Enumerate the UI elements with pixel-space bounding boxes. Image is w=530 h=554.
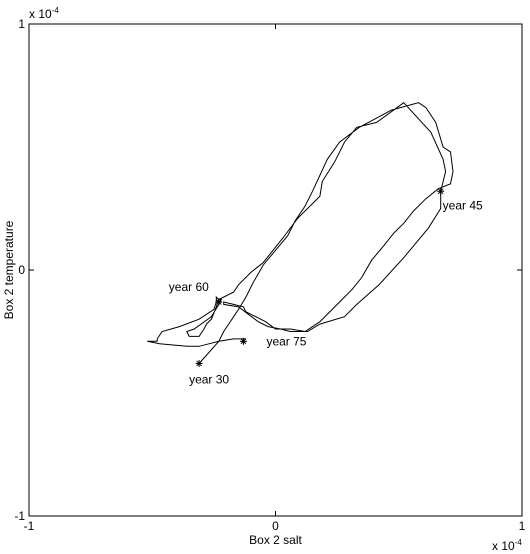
y-exponent-label: x 10-4 <box>29 6 59 21</box>
x-tick-label: 0 <box>272 519 279 533</box>
y-axis-label: Box 2 temperature <box>2 220 16 319</box>
series-line <box>147 102 454 364</box>
plot-area <box>28 23 523 517</box>
y-tick-label: -1 <box>14 509 25 523</box>
y-tick-label: 1 <box>18 17 25 31</box>
year-annotation: year 60 <box>169 280 209 294</box>
asterisk-marker-stroke <box>437 188 444 195</box>
y-tick-label: 0 <box>18 263 25 277</box>
year-annotation: year 30 <box>189 372 229 386</box>
asterisk-marker-stroke <box>216 299 222 305</box>
year-markers: year 30 year 45 year 60 year 75 <box>169 187 483 386</box>
asterisk-marker-stroke <box>240 338 247 345</box>
tick-labels: -1 0 1 -1 0 1 <box>14 17 525 533</box>
x-tick-label: -1 <box>24 519 35 533</box>
year-annotation: year 75 <box>266 334 306 348</box>
x-axis-label: Box 2 salt <box>249 533 302 547</box>
x-tick-label: 1 <box>519 519 526 533</box>
year-marker: year 60 <box>169 280 223 306</box>
x-exponent-label: x 10-4 <box>492 538 522 553</box>
year-annotation: year 45 <box>443 198 483 212</box>
year-marker: year 75 <box>239 334 307 348</box>
year-marker: year 30 <box>189 359 229 386</box>
tick-marks <box>28 23 523 517</box>
asterisk-marker-stroke <box>196 360 202 367</box>
year-marker: year 45 <box>437 187 483 212</box>
